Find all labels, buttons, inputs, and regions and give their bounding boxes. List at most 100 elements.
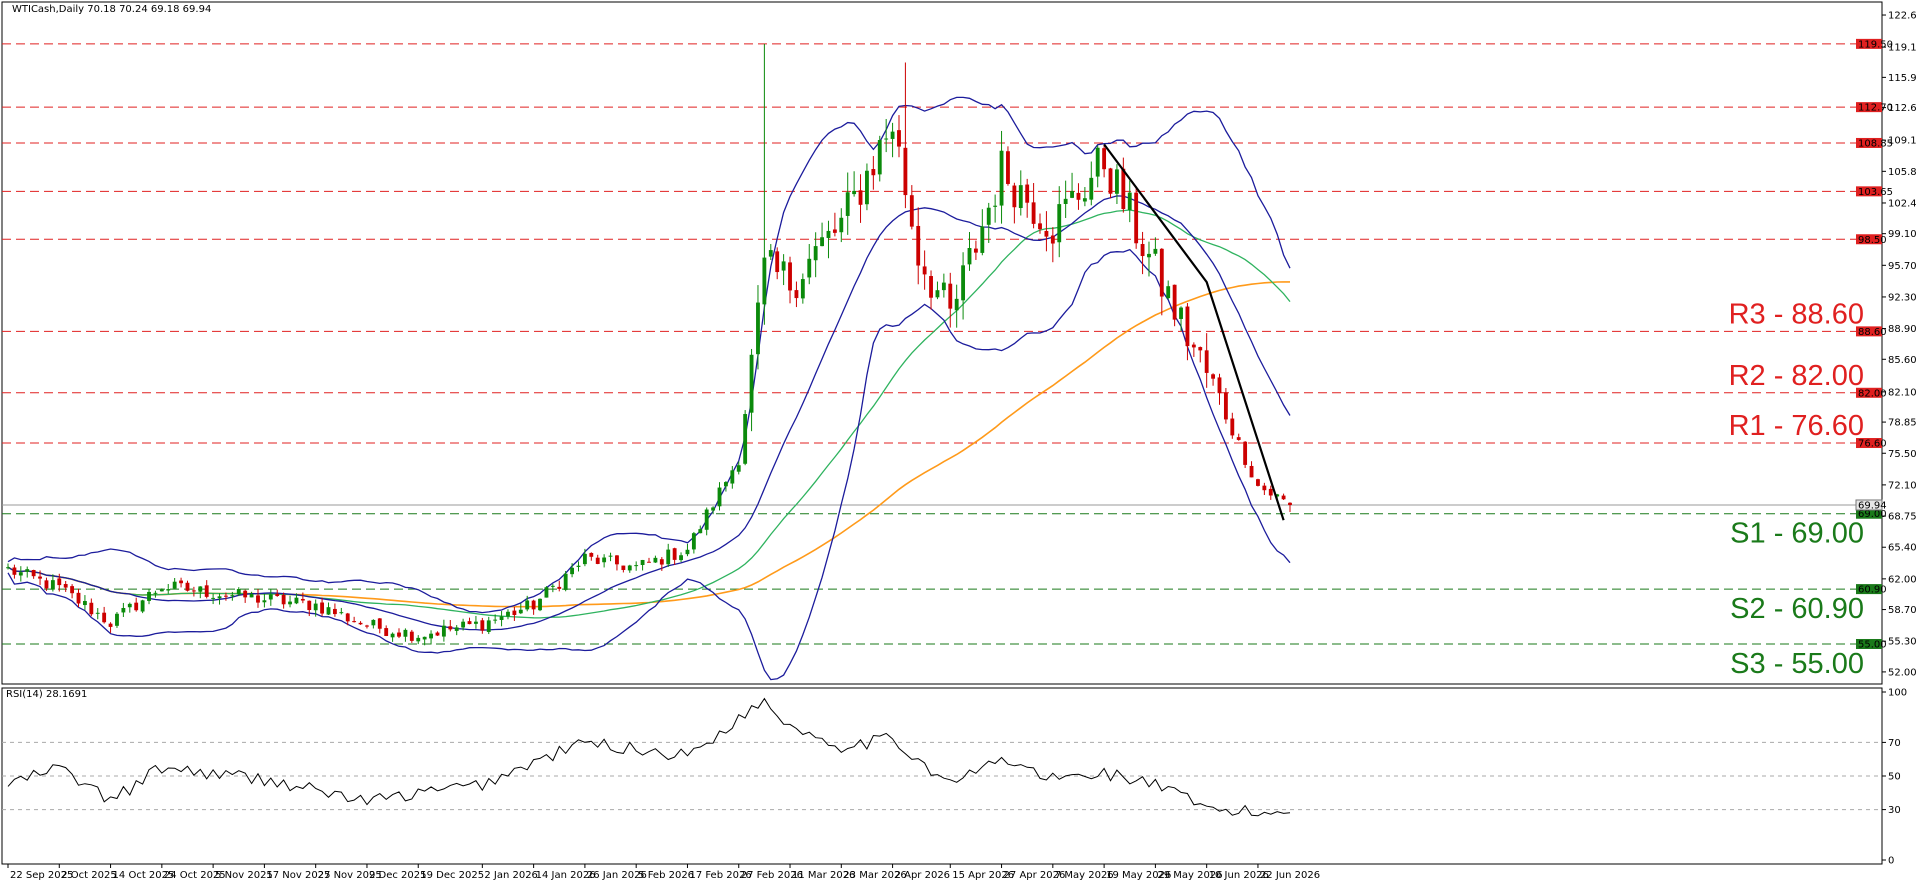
- candle-body: [18, 572, 23, 576]
- candle-body: [44, 580, 49, 589]
- candle-body: [615, 555, 619, 565]
- candle-body: [461, 621, 466, 628]
- candle-body: [768, 250, 773, 257]
- candle-body: [749, 354, 754, 413]
- candle-body: [448, 626, 453, 630]
- level-tag: [1856, 186, 1882, 197]
- level-tag: [1856, 38, 1882, 49]
- candle-body: [217, 596, 222, 599]
- candle-body: [820, 237, 824, 247]
- level-annotation: S3 - 55.00: [1730, 648, 1864, 680]
- candle-body: [1115, 169, 1119, 194]
- candle-body: [980, 226, 985, 253]
- candle-body: [602, 557, 607, 563]
- candle-body: [1057, 204, 1062, 243]
- candle-body: [717, 487, 722, 507]
- candle-body: [326, 607, 331, 615]
- candle-body: [89, 602, 94, 615]
- candle-body: [961, 265, 966, 301]
- candle-body: [576, 565, 581, 567]
- level-tag-label: 60.90: [1858, 585, 1887, 596]
- candle-body: [1230, 418, 1235, 436]
- candle-body: [986, 207, 991, 225]
- candle-body: [1262, 485, 1267, 491]
- candle-body: [313, 603, 318, 611]
- candle-body: [711, 507, 716, 511]
- candle-body: [6, 567, 10, 569]
- candle-body: [1134, 192, 1139, 244]
- candle-body: [1249, 465, 1254, 478]
- candle-body: [999, 150, 1004, 206]
- candle-body: [294, 597, 299, 604]
- candle-body: [1076, 192, 1081, 200]
- y-axis-tick-label: 68.75: [1888, 512, 1916, 523]
- candle-body: [224, 595, 228, 597]
- candle-body: [967, 248, 972, 265]
- candle-body: [1185, 306, 1190, 347]
- x-axis-tick-label: 2 Jan 2026: [484, 870, 538, 881]
- candle-body: [38, 576, 42, 579]
- candle-body: [63, 584, 68, 588]
- rsi-title: RSI(14) 28.1691: [6, 689, 87, 700]
- candle-body: [865, 170, 869, 205]
- candle-body: [1243, 441, 1248, 465]
- candle-body: [198, 586, 203, 592]
- candle-body: [121, 607, 126, 613]
- candle-body: [486, 620, 491, 632]
- level-annotation: R1 - 76.60: [1729, 410, 1864, 442]
- y-axis-tick-label: 85.60: [1888, 355, 1916, 366]
- candle-body: [441, 625, 446, 637]
- candle-body: [807, 258, 812, 278]
- candle-body: [582, 553, 587, 565]
- candle-body: [95, 612, 100, 614]
- level-annotation: S2 - 60.90: [1730, 593, 1864, 625]
- x-axis-tick-label: 22 Jun 2026: [1260, 870, 1320, 881]
- x-axis-tick-label: 26 Jan 2026: [587, 870, 647, 881]
- y-axis-tick-label: 92.30: [1888, 292, 1916, 303]
- candle-body: [845, 192, 850, 216]
- candle-body: [166, 589, 171, 591]
- level-tag-label: 108.85: [1858, 138, 1893, 149]
- candle-body: [800, 279, 805, 299]
- candle-body: [134, 602, 139, 611]
- candle-body: [659, 559, 664, 565]
- x-axis-tick-label: 22 Sep 2025: [10, 870, 73, 881]
- y-axis-tick-label: 112.65: [1888, 103, 1916, 114]
- level-tag: [1856, 387, 1882, 398]
- bollinger-lower-band: [7, 248, 1291, 681]
- candle-body: [320, 602, 325, 614]
- x-axis-tick-label: 9 Dec 2025: [369, 870, 427, 881]
- x-axis-tick-label: 19 Dec 2025: [420, 870, 484, 881]
- candle-body: [1095, 147, 1100, 177]
- candle-body: [621, 565, 626, 570]
- x-axis-tick-label: 14 Oct 2025: [113, 870, 175, 881]
- candle-body: [903, 147, 908, 196]
- moving-average-100-line: [7, 209, 1291, 619]
- level-tag-label: 103.65: [1858, 187, 1893, 198]
- candle-body: [50, 580, 55, 590]
- y-axis-tick-label: 72.10: [1888, 480, 1916, 491]
- candle-body: [506, 611, 510, 617]
- candle-body: [1166, 286, 1171, 299]
- candle-body: [1044, 230, 1049, 237]
- x-axis-tick-label: 27 Feb 2026: [741, 870, 803, 881]
- candle-body: [275, 593, 280, 596]
- current-price-tag: [1855, 499, 1883, 511]
- candle-body: [480, 620, 485, 631]
- candle-body: [1038, 223, 1042, 230]
- candle-body: [640, 559, 645, 565]
- candle-body: [627, 565, 632, 571]
- candle-body: [230, 595, 235, 597]
- y-axis-tick-label: 119.15: [1888, 43, 1916, 54]
- candle-body: [1223, 392, 1228, 420]
- candle-body: [762, 257, 767, 305]
- candle-body: [1089, 177, 1094, 200]
- candle-body: [352, 621, 357, 623]
- candle-body: [1275, 494, 1280, 497]
- candle-body: [736, 465, 741, 472]
- candle-body: [781, 261, 786, 271]
- candle-body: [525, 600, 530, 610]
- candle-body: [993, 205, 998, 207]
- candle-body: [1179, 307, 1183, 319]
